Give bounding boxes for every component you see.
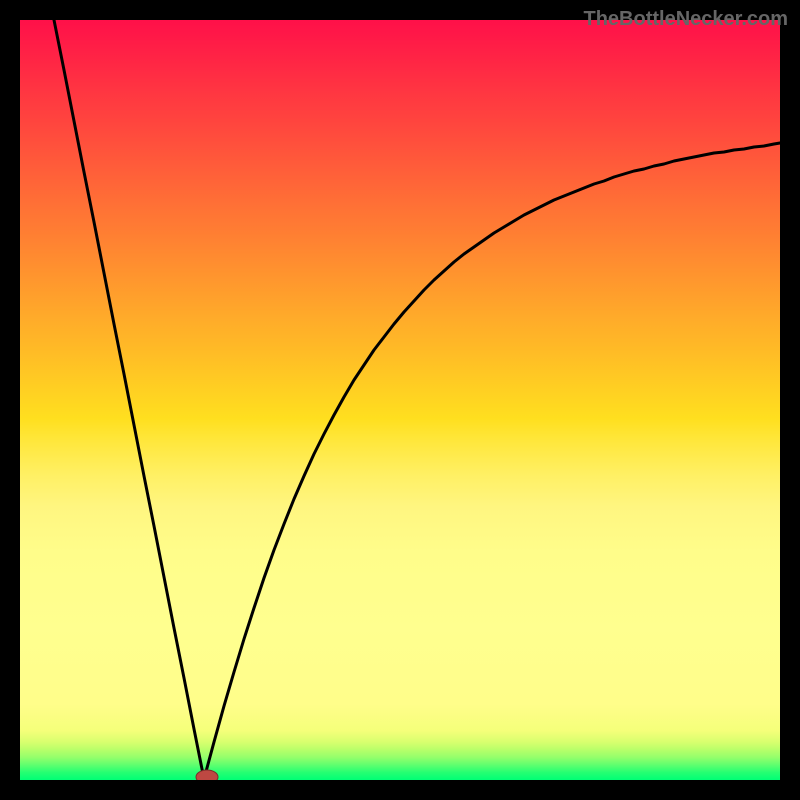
plot-background xyxy=(20,20,780,780)
chart-container: TheBottleNecker.com xyxy=(0,0,800,800)
watermark-text: TheBottleNecker.com xyxy=(583,8,788,31)
chart-svg xyxy=(0,0,800,800)
